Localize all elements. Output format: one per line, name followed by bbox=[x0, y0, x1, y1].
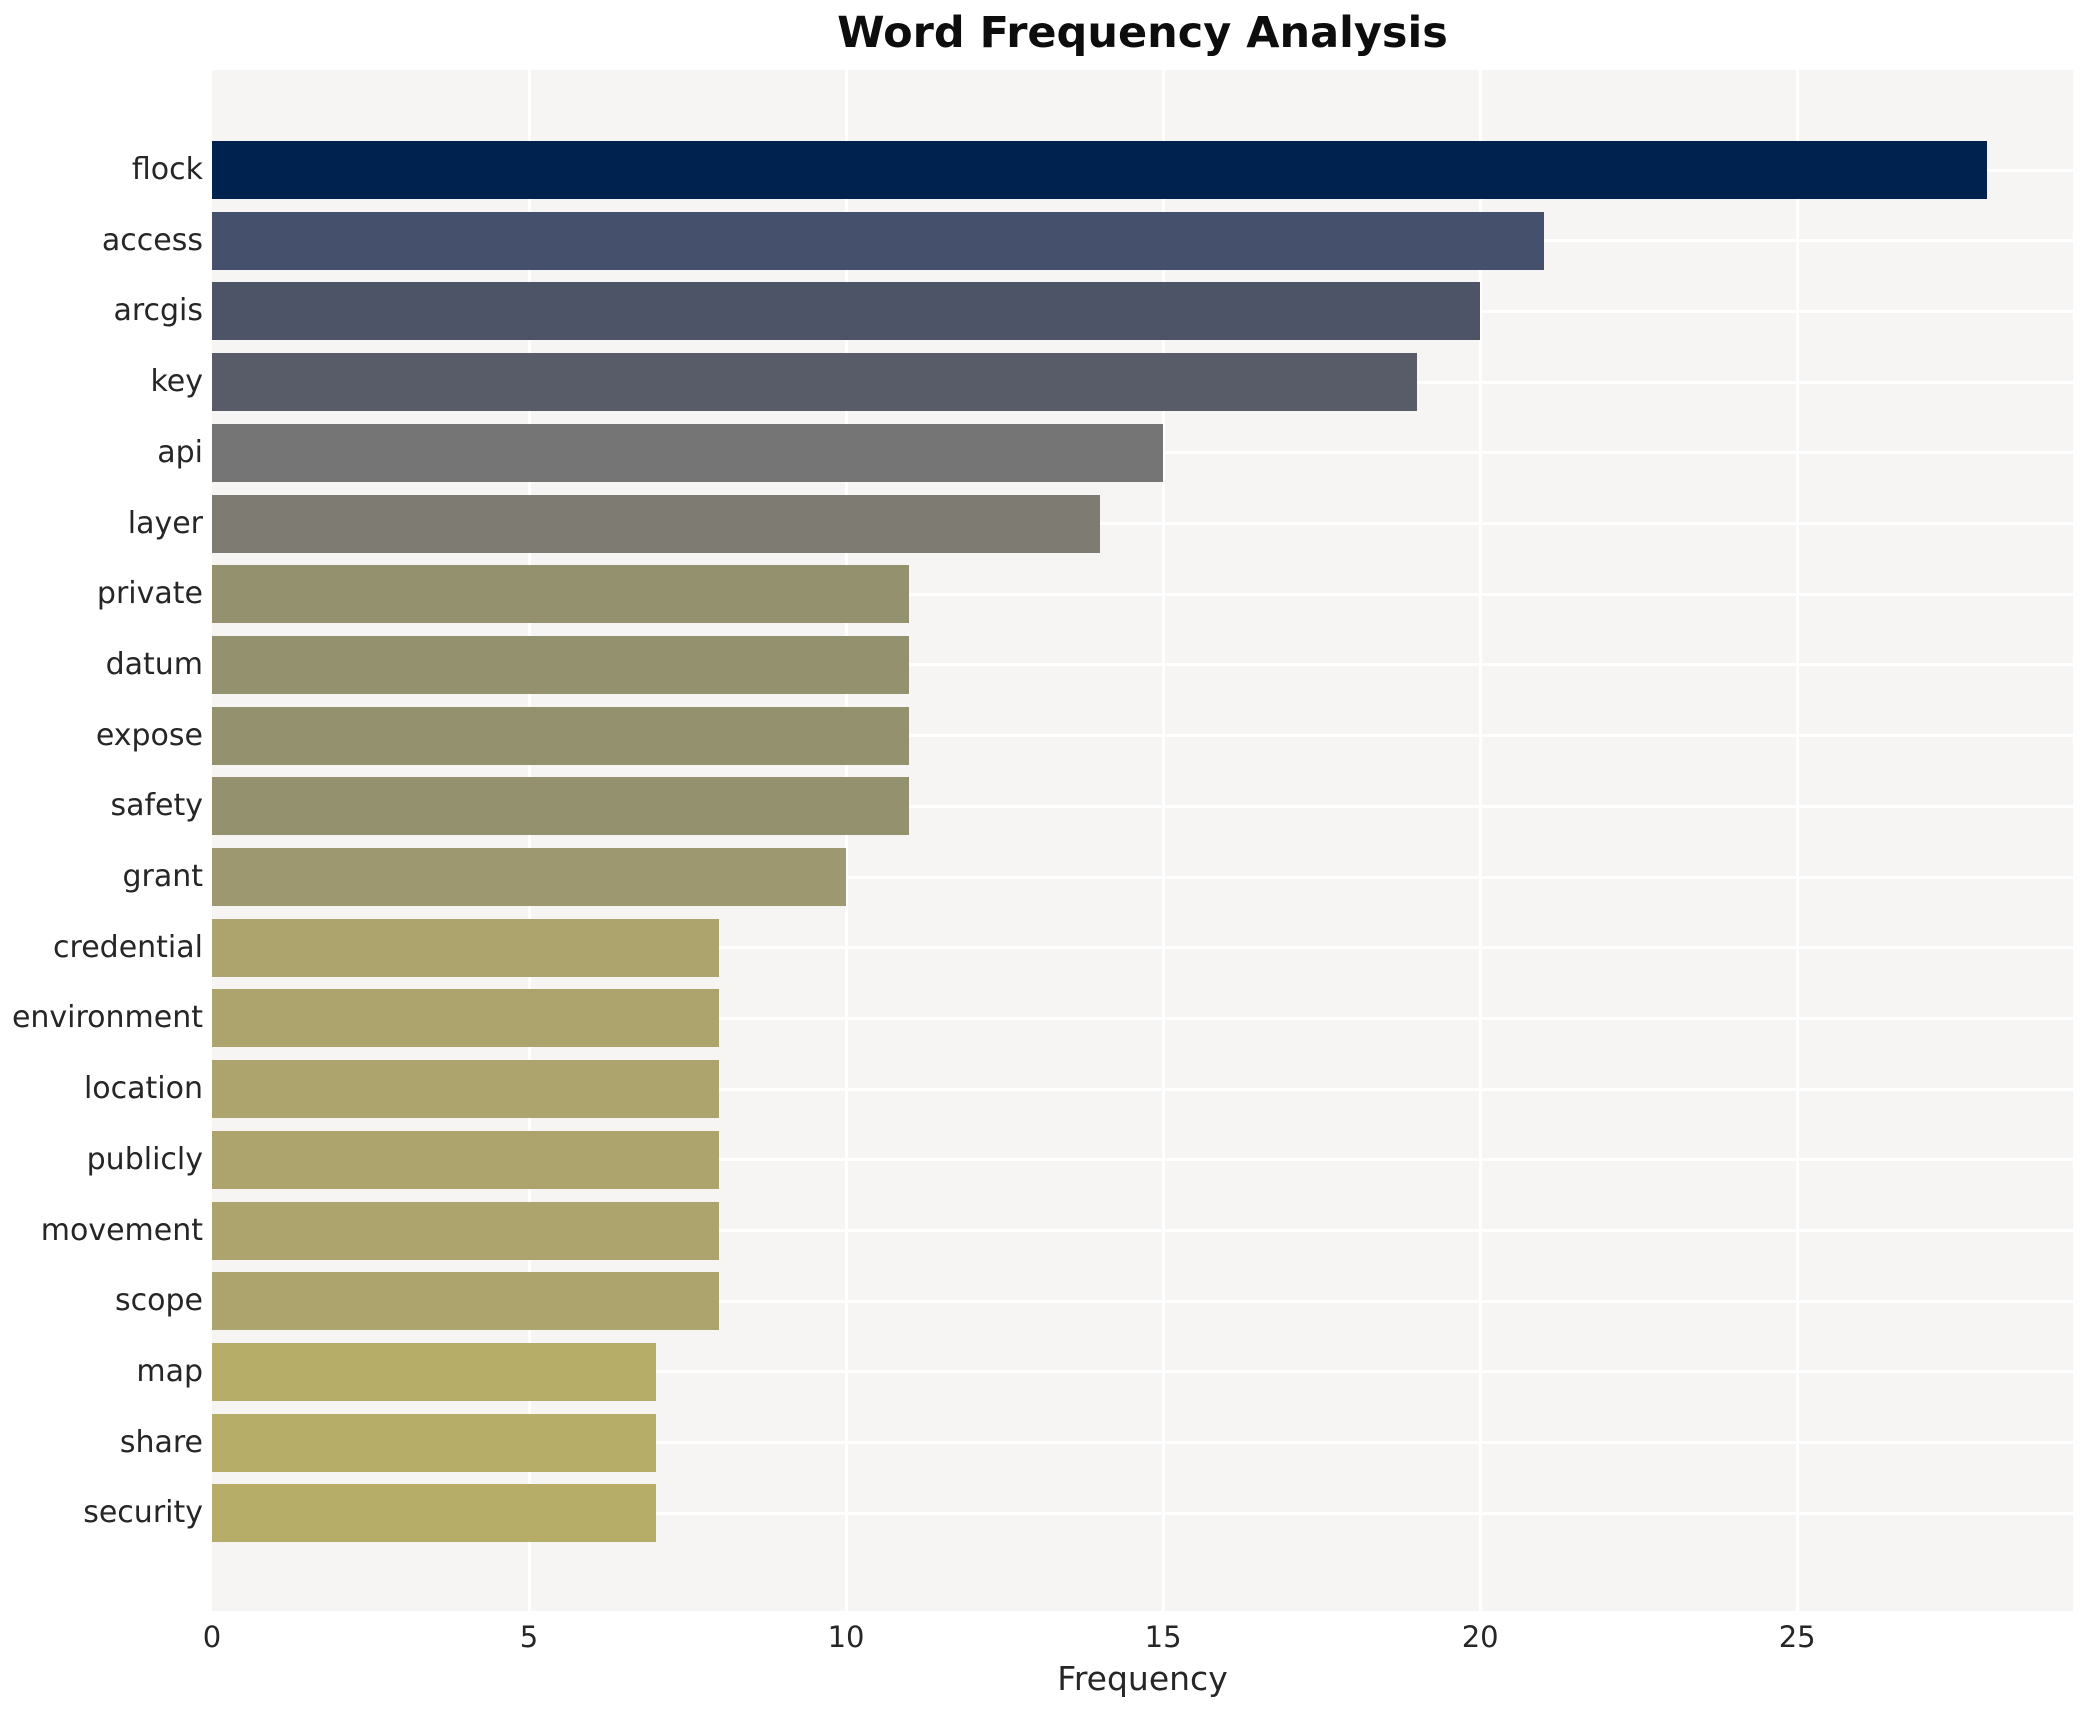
gridline-horizontal bbox=[212, 1370, 2073, 1374]
gridline-horizontal bbox=[212, 875, 2073, 879]
category-label-grant: grant bbox=[122, 859, 203, 894]
category-label-expose: expose bbox=[95, 717, 203, 753]
gridline-vertical-20 bbox=[1478, 70, 1482, 1611]
category-label-key: key bbox=[150, 364, 203, 400]
gridline-vertical-15 bbox=[1161, 70, 1165, 1611]
x-tick-label-15: 15 bbox=[1144, 1620, 1182, 1654]
bar-flock bbox=[212, 141, 1988, 199]
category-label-flock: flock bbox=[131, 152, 203, 187]
bar-environment bbox=[212, 989, 720, 1048]
bar-datum bbox=[212, 635, 910, 694]
bar-map bbox=[212, 1342, 656, 1401]
bar-location bbox=[212, 1060, 720, 1119]
bar-publicly bbox=[212, 1130, 720, 1189]
category-label-movement: movement bbox=[40, 1212, 203, 1248]
category-label-map: map bbox=[136, 1353, 203, 1389]
bar-safety bbox=[212, 777, 910, 836]
bar-expose bbox=[212, 706, 910, 765]
gridline-vertical-25 bbox=[1795, 70, 1799, 1611]
bar-security bbox=[212, 1484, 656, 1543]
gridline-vertical-10 bbox=[844, 70, 848, 1611]
bar-access bbox=[212, 211, 1544, 270]
gridline-horizontal bbox=[212, 734, 2073, 738]
category-label-layer: layer bbox=[127, 505, 203, 541]
category-label-api: api bbox=[157, 434, 203, 470]
category-label-publicly: publicly bbox=[86, 1141, 203, 1177]
bar-credential bbox=[212, 918, 720, 977]
gridline-horizontal bbox=[212, 1158, 2073, 1162]
category-label-environment: environment bbox=[11, 1000, 203, 1036]
bar-scope bbox=[212, 1272, 720, 1331]
bar-share bbox=[212, 1413, 656, 1472]
gridline-horizontal bbox=[212, 1229, 2073, 1232]
category-label-access: access bbox=[101, 222, 203, 258]
x-tick-label-10: 10 bbox=[827, 1620, 865, 1654]
x-tick-label-20: 20 bbox=[1461, 1620, 1499, 1654]
gridline-horizontal bbox=[212, 1441, 2073, 1445]
gridline-horizontal bbox=[212, 663, 2073, 667]
gridline-horizontal bbox=[212, 1299, 2073, 1303]
gridline-horizontal bbox=[212, 1016, 2073, 1020]
category-label-location: location bbox=[83, 1071, 203, 1107]
gridline-horizontal bbox=[212, 592, 2073, 596]
gridline-horizontal bbox=[212, 1087, 2073, 1091]
gridline-vertical-5 bbox=[527, 70, 531, 1611]
category-label-security: security bbox=[83, 1495, 203, 1531]
category-label-private: private bbox=[96, 576, 203, 612]
x-tick-label-5: 5 bbox=[519, 1620, 539, 1654]
gridline-horizontal bbox=[212, 1511, 2073, 1515]
plot-area bbox=[212, 70, 2073, 1611]
bar-movement bbox=[212, 1201, 720, 1260]
bar-layer bbox=[212, 70, 2073, 1611]
category-label-datum: datum bbox=[105, 646, 203, 682]
x-tick-label-0: 0 bbox=[202, 1620, 222, 1654]
gridline-horizontal bbox=[212, 522, 2073, 525]
bar-key bbox=[212, 353, 1417, 412]
category-label-arcgis: arcgis bbox=[113, 293, 203, 329]
bar-arcgis bbox=[212, 282, 1481, 341]
chart-title: Word Frequency Analysis bbox=[837, 8, 1448, 58]
bar-private bbox=[212, 565, 910, 624]
gridline-horizontal bbox=[212, 804, 2073, 808]
bar-layer bbox=[212, 494, 1100, 553]
category-label-share: share bbox=[119, 1424, 203, 1460]
category-label-safety: safety bbox=[110, 788, 203, 824]
x-tick-label-25: 25 bbox=[1778, 1620, 1816, 1654]
bar-grant bbox=[212, 848, 847, 906]
category-label-credential: credential bbox=[53, 929, 203, 965]
x-axis-title: Frequency bbox=[1057, 1659, 1228, 1698]
gridline-horizontal bbox=[212, 946, 2073, 950]
bar-api bbox=[212, 423, 1164, 482]
category-label-scope: scope bbox=[115, 1283, 203, 1319]
